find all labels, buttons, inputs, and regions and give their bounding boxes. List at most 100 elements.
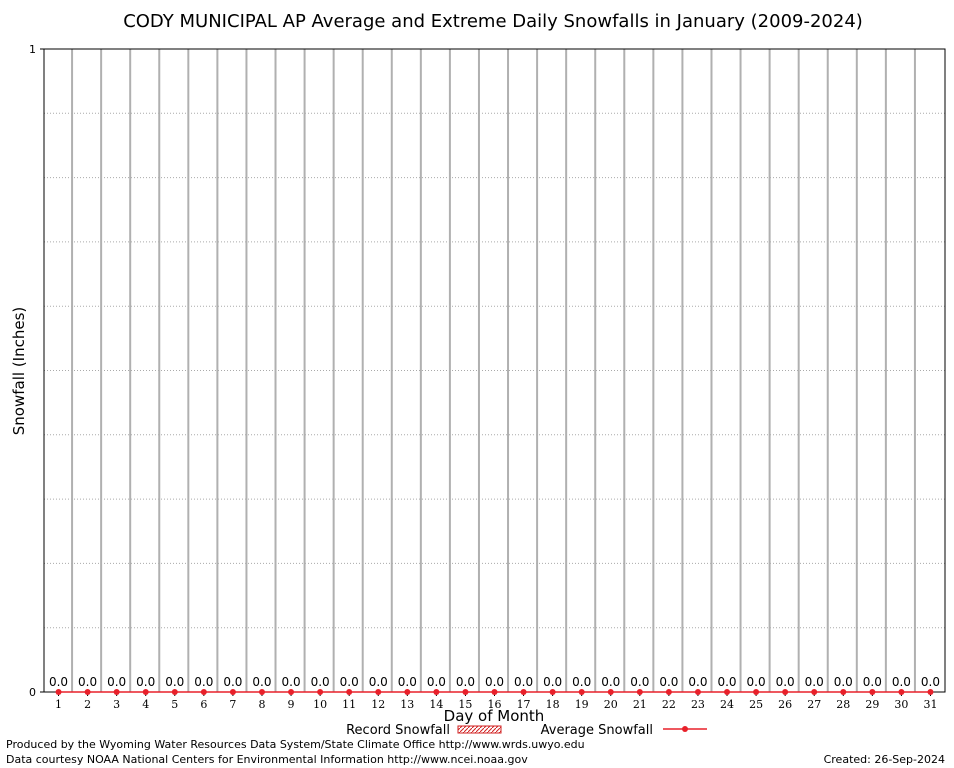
average-point <box>84 689 91 695</box>
average-point <box>258 689 265 695</box>
x-tick-label: 11 <box>342 698 356 711</box>
chart-grid <box>44 49 945 692</box>
legend-average-marker <box>682 726 688 732</box>
data-label: 0.0 <box>252 675 271 689</box>
data-label: 0.0 <box>921 675 940 689</box>
data-labels: 0.0 0.0 0.0 0.0 0.0 0.0 0.0 0.0 0.0 0.0 0.0 0.0 0.0 0… <box>49 675 940 689</box>
data-label: 0.0 <box>107 675 126 689</box>
data-label: 0.0 <box>717 675 736 689</box>
average-point <box>317 689 324 695</box>
x-tick-label: 19 <box>575 698 589 711</box>
average-point <box>491 689 498 695</box>
x-tick-label: 2 <box>84 698 91 711</box>
data-label: 0.0 <box>136 675 155 689</box>
data-label: 0.0 <box>223 675 242 689</box>
x-tick-label: 28 <box>836 698 850 711</box>
average-point <box>753 689 760 695</box>
x-tick-label: 27 <box>807 698 821 711</box>
data-label: 0.0 <box>834 675 853 689</box>
data-label: 0.0 <box>659 675 678 689</box>
average-point <box>142 689 149 695</box>
x-tick-label: 3 <box>113 698 120 711</box>
data-label: 0.0 <box>572 675 591 689</box>
data-label: 0.0 <box>630 675 649 689</box>
average-point <box>375 689 382 695</box>
data-label: 0.0 <box>805 675 824 689</box>
average-point <box>869 689 876 695</box>
y-axis-label: Snowfall (Inches) <box>10 307 28 435</box>
average-point <box>724 689 731 695</box>
data-label: 0.0 <box>49 675 68 689</box>
average-point <box>927 689 934 695</box>
x-tick-label: 18 <box>546 698 560 711</box>
x-tick-label: 1 <box>55 698 62 711</box>
data-label: 0.0 <box>194 675 213 689</box>
produced-by-note: Produced by the Wyoming Water Resources … <box>6 738 585 751</box>
x-tick-label: 25 <box>749 698 763 711</box>
x-tick-label: 7 <box>229 698 236 711</box>
data-courtesy-note: Data courtesy NOAA National Centers for … <box>6 753 528 766</box>
average-point <box>520 689 527 695</box>
average-point <box>346 689 353 695</box>
average-point <box>636 689 643 695</box>
data-label: 0.0 <box>340 675 359 689</box>
average-point <box>200 689 207 695</box>
average-point <box>811 689 818 695</box>
x-tick-label: 8 <box>258 698 265 711</box>
x-tick-label: 31 <box>923 698 937 711</box>
data-label: 0.0 <box>456 675 475 689</box>
average-point <box>171 689 178 695</box>
average-point <box>549 689 556 695</box>
average-point <box>404 689 411 695</box>
average-point <box>578 689 585 695</box>
data-label: 0.0 <box>892 675 911 689</box>
chart-title: CODY MUNICIPAL AP Average and Extreme Da… <box>123 11 863 32</box>
x-tick-label: 4 <box>142 698 149 711</box>
data-label: 0.0 <box>601 675 620 689</box>
x-tick-label: 30 <box>894 698 908 711</box>
data-label: 0.0 <box>776 675 795 689</box>
legend-average-label: Average Snowfall <box>541 723 653 738</box>
x-axis-label: Day of Month <box>444 707 545 725</box>
data-label: 0.0 <box>485 675 504 689</box>
x-tick-label: 26 <box>778 698 792 711</box>
x-tick-label: 21 <box>633 698 647 711</box>
created-date: Created: 26-Sep-2024 <box>823 753 945 766</box>
x-tick-label: 22 <box>662 698 676 711</box>
data-label: 0.0 <box>543 675 562 689</box>
y-axis-ticks: 01 <box>29 43 44 699</box>
x-tick-label: 12 <box>371 698 385 711</box>
data-label: 0.0 <box>863 675 882 689</box>
x-tick-label: 5 <box>171 698 178 711</box>
average-point <box>782 689 789 695</box>
x-tick-label: 23 <box>691 698 705 711</box>
data-label: 0.0 <box>514 675 533 689</box>
legend-record-swatch <box>457 725 502 734</box>
data-label: 0.0 <box>165 675 184 689</box>
average-line <box>55 689 934 695</box>
x-axis-ticks: 1 2 3 4 5 6 7 8 9 10 11 12 13 14 15 16 17 18 19 20 21 22 23 24 2… <box>55 692 937 711</box>
average-point <box>433 689 440 695</box>
x-tick-label: 16 <box>488 698 502 711</box>
data-label: 0.0 <box>427 675 446 689</box>
average-point <box>113 689 120 695</box>
average-point <box>288 689 295 695</box>
x-tick-label: 20 <box>604 698 618 711</box>
x-tick-label: 9 <box>288 698 295 711</box>
data-label: 0.0 <box>398 675 417 689</box>
data-label: 0.0 <box>311 675 330 689</box>
x-tick-label: 6 <box>200 698 207 711</box>
data-label: 0.0 <box>747 675 766 689</box>
y-tick-label: 0 <box>29 686 36 699</box>
x-tick-label: 17 <box>517 698 531 711</box>
x-tick-label: 10 <box>313 698 327 711</box>
x-tick-label: 24 <box>720 698 734 711</box>
legend-record-label: Record Snowfall <box>346 723 450 738</box>
average-point <box>665 689 672 695</box>
average-point <box>462 689 469 695</box>
average-point <box>898 689 905 695</box>
average-point <box>840 689 847 695</box>
data-label: 0.0 <box>282 675 301 689</box>
average-point <box>55 689 62 695</box>
